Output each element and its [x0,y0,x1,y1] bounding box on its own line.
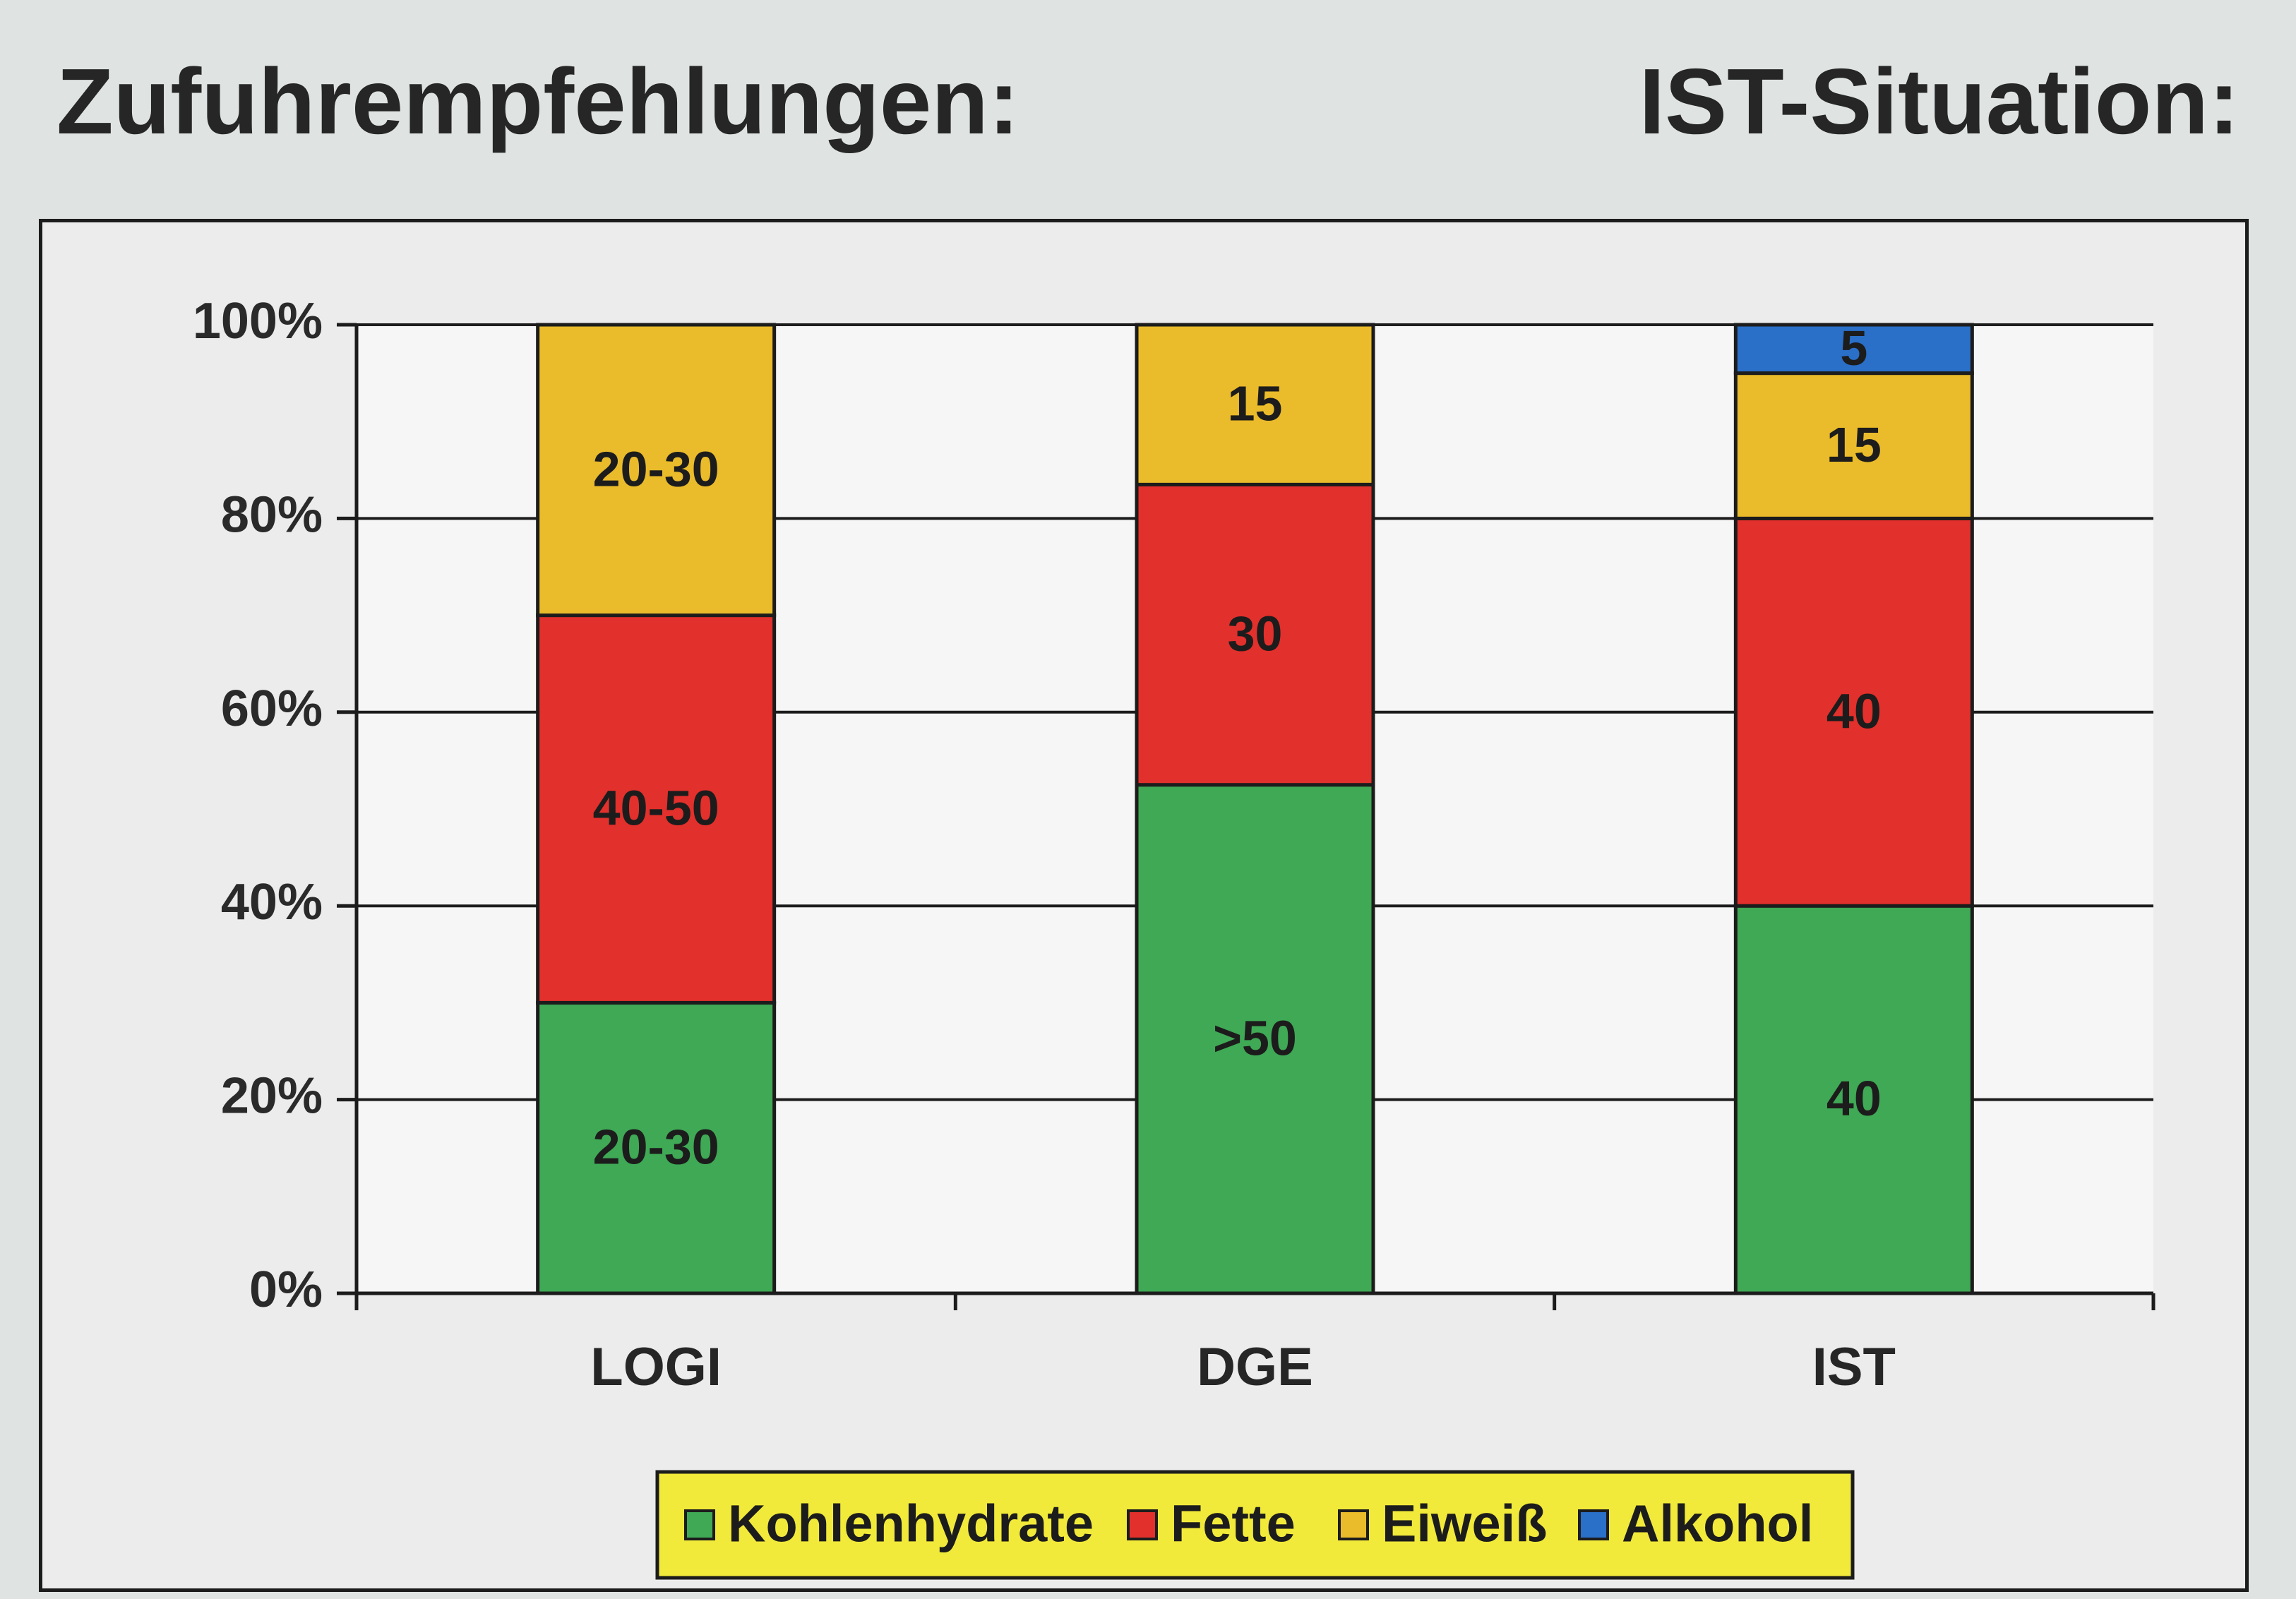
legend-swatch-kohlenhydrate [684,1509,715,1540]
data-label: 15 [1228,376,1283,431]
data-label: 20-30 [593,441,719,496]
data-label: 40 [1826,683,1882,738]
data-label: >50 [1213,1010,1297,1065]
y-tick-label: 100% [193,293,323,349]
data-label: 40 [1826,1071,1882,1126]
data-label: 30 [1228,606,1283,661]
bar-segment-dge-kohlenhydrate [1135,783,1375,1295]
data-label: 15 [1826,417,1882,472]
y-tick-label: 0% [249,1262,323,1318]
data-label: 40-50 [593,780,719,835]
bar-segment-logi-eiweiß [536,323,777,618]
bar-segment-ist-eiweiß [1733,371,1974,520]
heading-zufuhrempfehlungen: Zufuhrempfehlungen: [56,49,1020,153]
y-tick-label: 80% [221,486,323,543]
y-tick-label: 20% [221,1068,323,1125]
bar-segment-logi-kohlenhydrate [536,1000,777,1295]
x-tick-label: IST [1812,1337,1896,1397]
y-tick-label: 60% [221,681,323,737]
x-tick-label: DGE [1197,1337,1313,1397]
legend-label: Eiweiß [1382,1495,1547,1553]
legend-label: Kohlenhydrate [728,1495,1094,1553]
bar-segment-dge-fette [1135,482,1375,787]
legend-label: Alkohol [1622,1495,1813,1553]
legend-box [655,1470,1855,1580]
legend-swatch-eiweiß [1338,1509,1369,1540]
legend-label: Fette [1171,1495,1296,1553]
legend-swatch-fette [1127,1509,1158,1540]
bar-segment-ist-fette [1733,516,1974,908]
x-tick-label: LOGI [590,1337,722,1397]
data-label: 20-30 [593,1120,719,1175]
bar-segment-ist-alkohol [1733,323,1974,376]
heading-ist-situation: IST-Situation: [1639,49,2240,153]
bar-segment-logi-fette [536,613,777,1005]
y-tick-label: 40% [221,874,323,930]
bar-segment-dge-eiweiß [1135,323,1375,486]
data-label: 5 [1840,321,1867,376]
legend-swatch-alkohol [1578,1509,1609,1540]
